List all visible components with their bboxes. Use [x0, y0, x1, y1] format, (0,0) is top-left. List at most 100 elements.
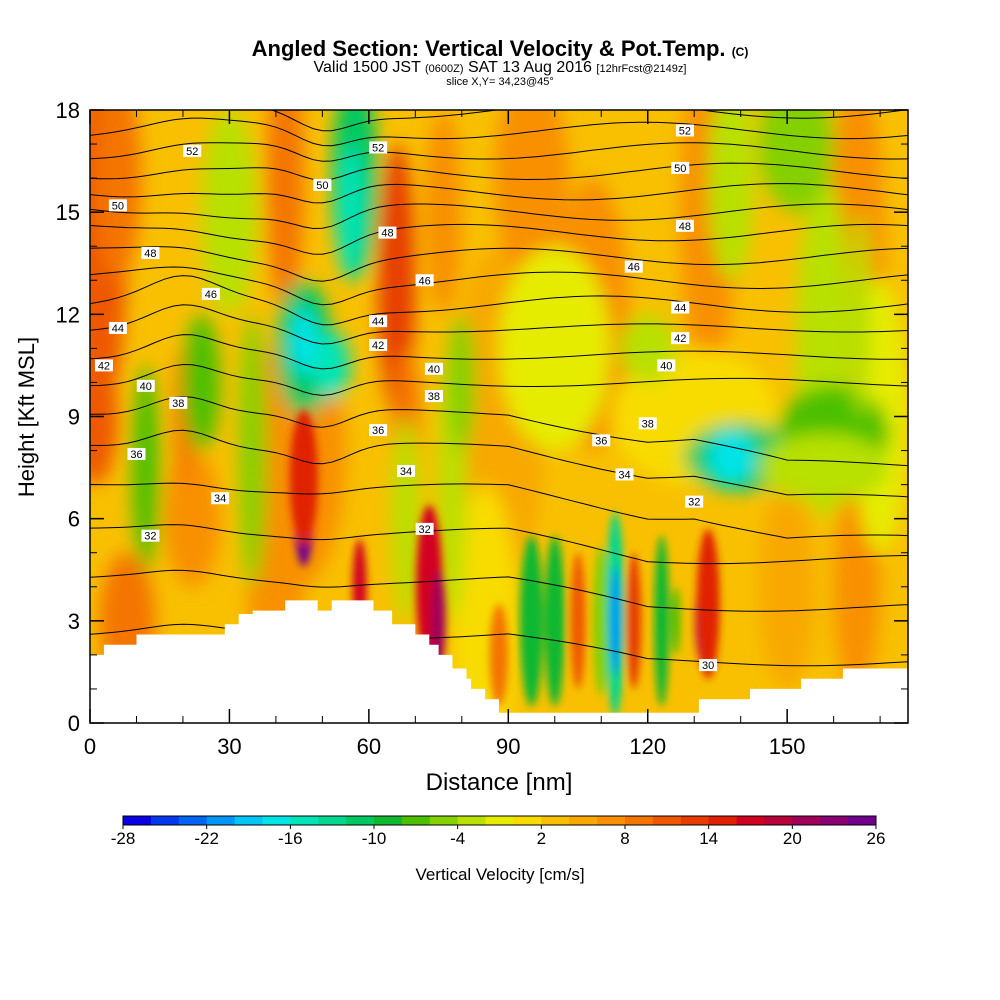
contour-label-bg [424, 362, 443, 375]
theta-contour-line [90, 117, 908, 147]
theta-contour-line [90, 304, 908, 345]
contour-label-text: 34 [618, 469, 630, 481]
contour-label-bg [369, 424, 388, 437]
colorbar-swatch [792, 816, 821, 825]
velocity-cell [238, 314, 267, 587]
contour-label: 46 [201, 287, 220, 301]
velocity-cell [519, 535, 544, 706]
contour-label-text: 52 [679, 125, 691, 137]
contour-label-bg [615, 468, 634, 481]
velocity-cell [201, 110, 258, 315]
contour-label-bg [108, 321, 127, 334]
colorbar-tick-label: -4 [450, 829, 465, 848]
contour-label: 44 [369, 315, 388, 328]
contour-label-bg [675, 219, 694, 232]
velocity-cell [544, 535, 565, 706]
x-tick-label: 0 [84, 734, 96, 759]
contour-label: 32 [141, 529, 160, 543]
theta-contours [90, 110, 908, 667]
contour-label: 40 [657, 359, 676, 372]
colorbar-swatch [625, 816, 654, 825]
colorbar-tick-label: 26 [867, 829, 886, 848]
y-tick-label: 9 [68, 405, 80, 430]
terrain-mask [90, 600, 908, 723]
contour-label: 44 [671, 301, 690, 315]
x-tick-label: 120 [629, 734, 666, 759]
velocity-cell [759, 484, 816, 689]
contour-label-bg [685, 495, 704, 508]
x-tick-label: 90 [496, 734, 520, 759]
contour-label-bg [378, 226, 397, 239]
colorbar-swatch [457, 816, 487, 825]
y-axis-label: Height [Kft MSL] [14, 337, 39, 497]
contour-label-bg [169, 396, 188, 409]
contour-label: 38 [424, 390, 443, 403]
contour-label-text: 32 [419, 524, 431, 536]
colorbar-swatch [150, 816, 180, 825]
contour-label-bg [671, 161, 690, 174]
theta-contour-line [90, 246, 908, 282]
contour-label-bg [136, 379, 155, 392]
contour-label-bg [424, 390, 443, 403]
contour-label-bg [141, 529, 160, 542]
velocity-cell [94, 110, 142, 281]
colorbar-swatch [318, 816, 347, 825]
velocity-cell [570, 552, 586, 689]
contour-label-bg [397, 464, 416, 477]
colorbar-swatch [290, 816, 319, 825]
contour-label: 44 [108, 321, 127, 335]
contour-label-bg [657, 359, 676, 372]
velocity-cell [336, 144, 365, 281]
velocity-cell [164, 450, 221, 587]
contour-label-bg [671, 332, 690, 345]
contour-label: 38 [169, 396, 188, 410]
contour-label: 48 [141, 247, 160, 260]
colorbar-swatch [513, 816, 542, 825]
velocity-cell [182, 314, 221, 451]
contour-label-text: 34 [400, 466, 412, 478]
colorbar-tick-label: 20 [783, 829, 802, 848]
velocity-cell [447, 314, 476, 451]
velocity-cell [313, 331, 351, 400]
theta-contour-line [90, 396, 908, 467]
contour-label-bg [108, 199, 127, 212]
theta-contour-line [90, 429, 908, 498]
colorbar-swatch [597, 816, 626, 825]
colorbar-tick-label: 14 [699, 829, 718, 848]
contour-label-text: 46 [628, 262, 640, 274]
slice-caption: slice X,Y= 34,23@45° [446, 76, 554, 88]
contour-label-text: 42 [98, 360, 110, 372]
colorbar-swatch [374, 816, 403, 825]
velocity-cell [424, 110, 462, 315]
velocity-cell [610, 566, 621, 676]
contour-label: 34 [615, 468, 634, 481]
colorbar-swatch [764, 816, 793, 825]
contour-label: 34 [211, 492, 230, 505]
contour-label-text: 48 [679, 221, 691, 233]
velocity-cell [289, 409, 318, 546]
colorbar-swatch [736, 816, 765, 825]
contour-label: 48 [675, 219, 694, 233]
colorbar-tick-label: 8 [620, 829, 629, 848]
colorbar-swatch [206, 816, 236, 825]
theta-contour-line [90, 275, 908, 326]
chart-title: Angled Section: Vertical Velocity & Pot.… [251, 36, 749, 61]
theta-contour-line [90, 162, 908, 181]
contour-label: 36 [592, 434, 611, 447]
velocity-cell [289, 307, 318, 376]
contour-label: 32 [685, 495, 704, 509]
contour-label-text: 38 [642, 418, 654, 430]
contour-label-text: 36 [130, 449, 142, 461]
contour-label-text: 48 [144, 248, 156, 260]
contour-label-bg [624, 260, 643, 273]
contour-label-text: 50 [674, 163, 686, 175]
contour-label: 40 [136, 379, 155, 393]
colorbar-swatch [178, 816, 208, 825]
contour-label-text: 30 [702, 660, 714, 672]
contour-label-bg [94, 359, 113, 372]
colorbar: -28 -22 -16 -10 -4 2 8 14 20 26 [111, 815, 886, 848]
y-tick-label: 15 [56, 200, 80, 225]
contour-label-text: 42 [674, 333, 686, 345]
contour-label-text: 52 [186, 146, 198, 158]
